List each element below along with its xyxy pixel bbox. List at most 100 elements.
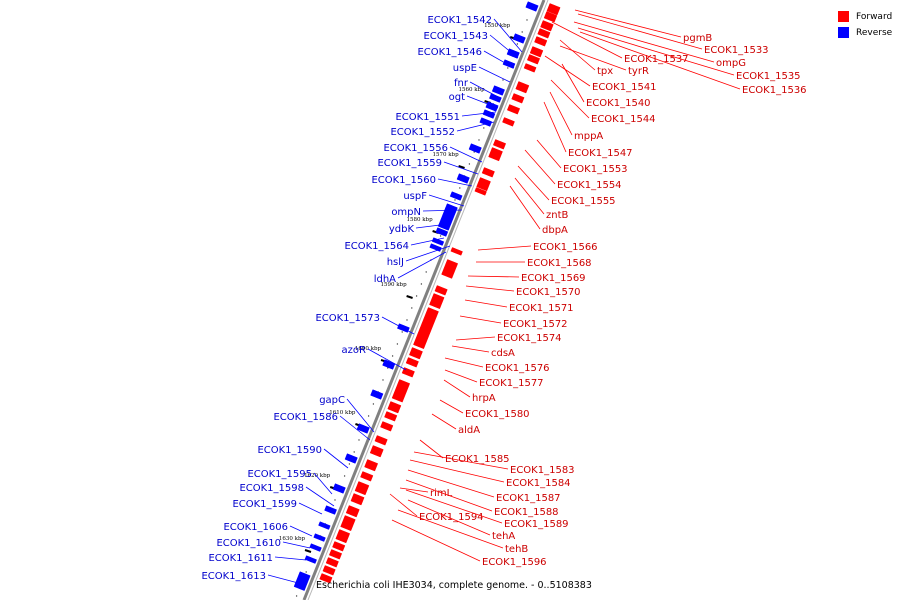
forward-gene-label: tehB [505, 544, 528, 555]
forward-gene [511, 93, 525, 104]
reverse-leader [339, 415, 371, 441]
minor-tick [367, 415, 370, 417]
forward-gene-label: pgmB [683, 33, 712, 44]
forward-leader [397, 509, 504, 549]
legend: Forward Reverse [838, 9, 898, 41]
reverse-leader [397, 251, 447, 279]
reverse-leader [367, 348, 407, 371]
forward-gene [405, 357, 419, 368]
reverse-gene-label: ECOK1_1542 [427, 15, 492, 26]
genome-axis-highlight [307, 0, 549, 600]
forward-gene-label: ECOK1_1594 [419, 512, 484, 523]
reverse-gene [304, 555, 317, 564]
reverse-gene-label: ECOK1_1559 [377, 158, 442, 169]
forward-gene-label: ECOK1_1587 [496, 493, 561, 504]
forward-gene [488, 147, 503, 162]
forward-gene-label: ECOK1_1577 [479, 378, 544, 389]
forward-leader [405, 479, 493, 512]
forward-leader [573, 21, 715, 63]
forward-gene-label: ECOK1_1533 [704, 45, 769, 56]
reverse-gene [479, 117, 493, 127]
forward-gene-label: ECOK1_1571 [509, 303, 574, 314]
reverse-leader [298, 502, 323, 515]
minor-tick [348, 463, 351, 465]
minor-tick [343, 475, 346, 477]
forward-gene [534, 36, 548, 47]
legend-reverse-label: Reverse [856, 27, 893, 38]
forward-leader [413, 451, 509, 470]
minor-tick [483, 127, 485, 129]
forward-gene-label: ECOK1_1547 [568, 148, 633, 159]
forward-gene-label: tyrR [628, 66, 649, 77]
minor-tick [420, 283, 423, 285]
major-tick [406, 295, 413, 299]
forward-leader [409, 459, 505, 483]
forward-gene-label: ECOK1_1580 [465, 409, 530, 420]
genome-caption: Escherichia coli IHE3034, complete genom… [316, 580, 592, 591]
forward-leader [549, 91, 573, 136]
forward-leader [577, 13, 703, 50]
minor-tick [468, 163, 471, 165]
reverse-leader [449, 146, 483, 163]
reverse-leader [461, 111, 497, 117]
forward-leader [574, 9, 682, 38]
minor-tick [372, 403, 375, 405]
forward-gene-label: ECOK1_1574 [497, 333, 562, 344]
scale-label: 1590 kbp [380, 282, 407, 288]
forward-gene [322, 565, 336, 576]
forward-gene [515, 81, 530, 94]
forward-gene-label: ompG [716, 58, 746, 69]
forward-gene-label: ECOK1_1596 [482, 557, 547, 568]
forward-gene [369, 445, 384, 458]
forward-gene-label: ECOK1_1555 [551, 196, 616, 207]
forward-gene [384, 411, 398, 422]
forward-gene [413, 307, 439, 350]
reverse-leader [456, 121, 495, 132]
reverse-leader [443, 161, 479, 175]
reverse-gene-label: ECOK1_1556 [383, 143, 448, 154]
reverse-gene-label: ECOK1_1552 [390, 127, 455, 138]
scale-label: 1570 kbp [432, 152, 459, 158]
minor-tick [502, 79, 504, 81]
genome-axis [302, 0, 546, 600]
reverse-leader [267, 574, 303, 585]
forward-gene-label: ECOK1_1589 [504, 519, 569, 530]
forward-leader [524, 149, 556, 185]
forward-gene [374, 435, 388, 446]
forward-gene [529, 46, 544, 58]
reverse-leader [466, 95, 499, 109]
minor-tick [406, 319, 408, 321]
forward-leader [389, 493, 418, 517]
forward-gene [546, 3, 561, 16]
reverse-gene-label: hslJ [387, 257, 404, 268]
reverse-gene [293, 571, 311, 591]
reverse-leader [313, 472, 333, 495]
legend-reverse: Reverse [838, 25, 898, 40]
forward-leader [443, 379, 471, 398]
reverse-leader [478, 66, 511, 83]
reverse-gene-label: ECOK1_1573 [315, 313, 380, 324]
forward-leader [517, 165, 550, 201]
reverse-gene-label: ompN [391, 207, 421, 218]
forward-gene-label: aldA [458, 425, 480, 436]
reverse-gene-label: ECOK1_1551 [395, 112, 460, 123]
reverse-gene-label: ECOK1_1606 [223, 522, 288, 533]
reverse-gene-label: ECOK1_1586 [273, 412, 338, 423]
reverse-leader [381, 316, 415, 335]
reverse-gene-label: ogt [449, 92, 465, 103]
minor-tick [507, 67, 509, 69]
forward-leader [514, 177, 545, 215]
minor-tick [425, 271, 427, 273]
forward-gene-label: ECOK1_1584 [506, 478, 571, 489]
reverse-gene [318, 521, 331, 530]
minor-tick [478, 139, 480, 141]
reverse-leader [422, 209, 463, 212]
forward-swatch [838, 11, 849, 22]
forward-gene [319, 573, 333, 584]
forward-gene [350, 493, 365, 506]
reverse-gene [324, 505, 337, 515]
reverse-gene [456, 173, 470, 184]
reverse-gene [382, 359, 396, 370]
reverse-gene [468, 143, 482, 154]
forward-gene-label: ECOK1_1540 [586, 98, 651, 109]
